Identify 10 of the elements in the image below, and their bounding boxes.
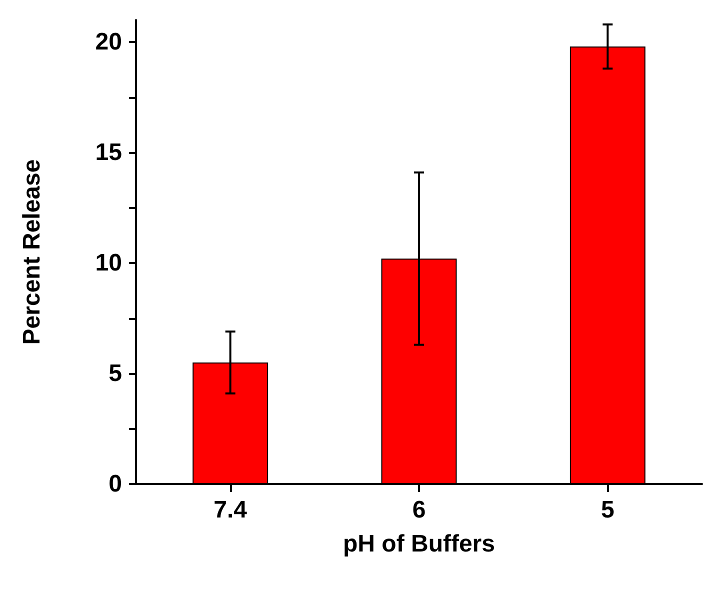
x-tick-label: 5 <box>600 496 614 524</box>
y-tick-label: 5 <box>108 360 122 388</box>
x-tick-label: 7.4 <box>214 496 248 524</box>
y-tick-label: 10 <box>95 250 122 277</box>
y-tick-label: 15 <box>95 139 122 166</box>
y-tick-label: 0 <box>108 470 122 498</box>
y-tick-label: 20 <box>95 28 122 56</box>
x-axis-title: pH of Buffers <box>343 530 495 558</box>
y-axis-title: Percent Release <box>18 159 46 345</box>
x-tick-label: 6 <box>412 496 426 524</box>
